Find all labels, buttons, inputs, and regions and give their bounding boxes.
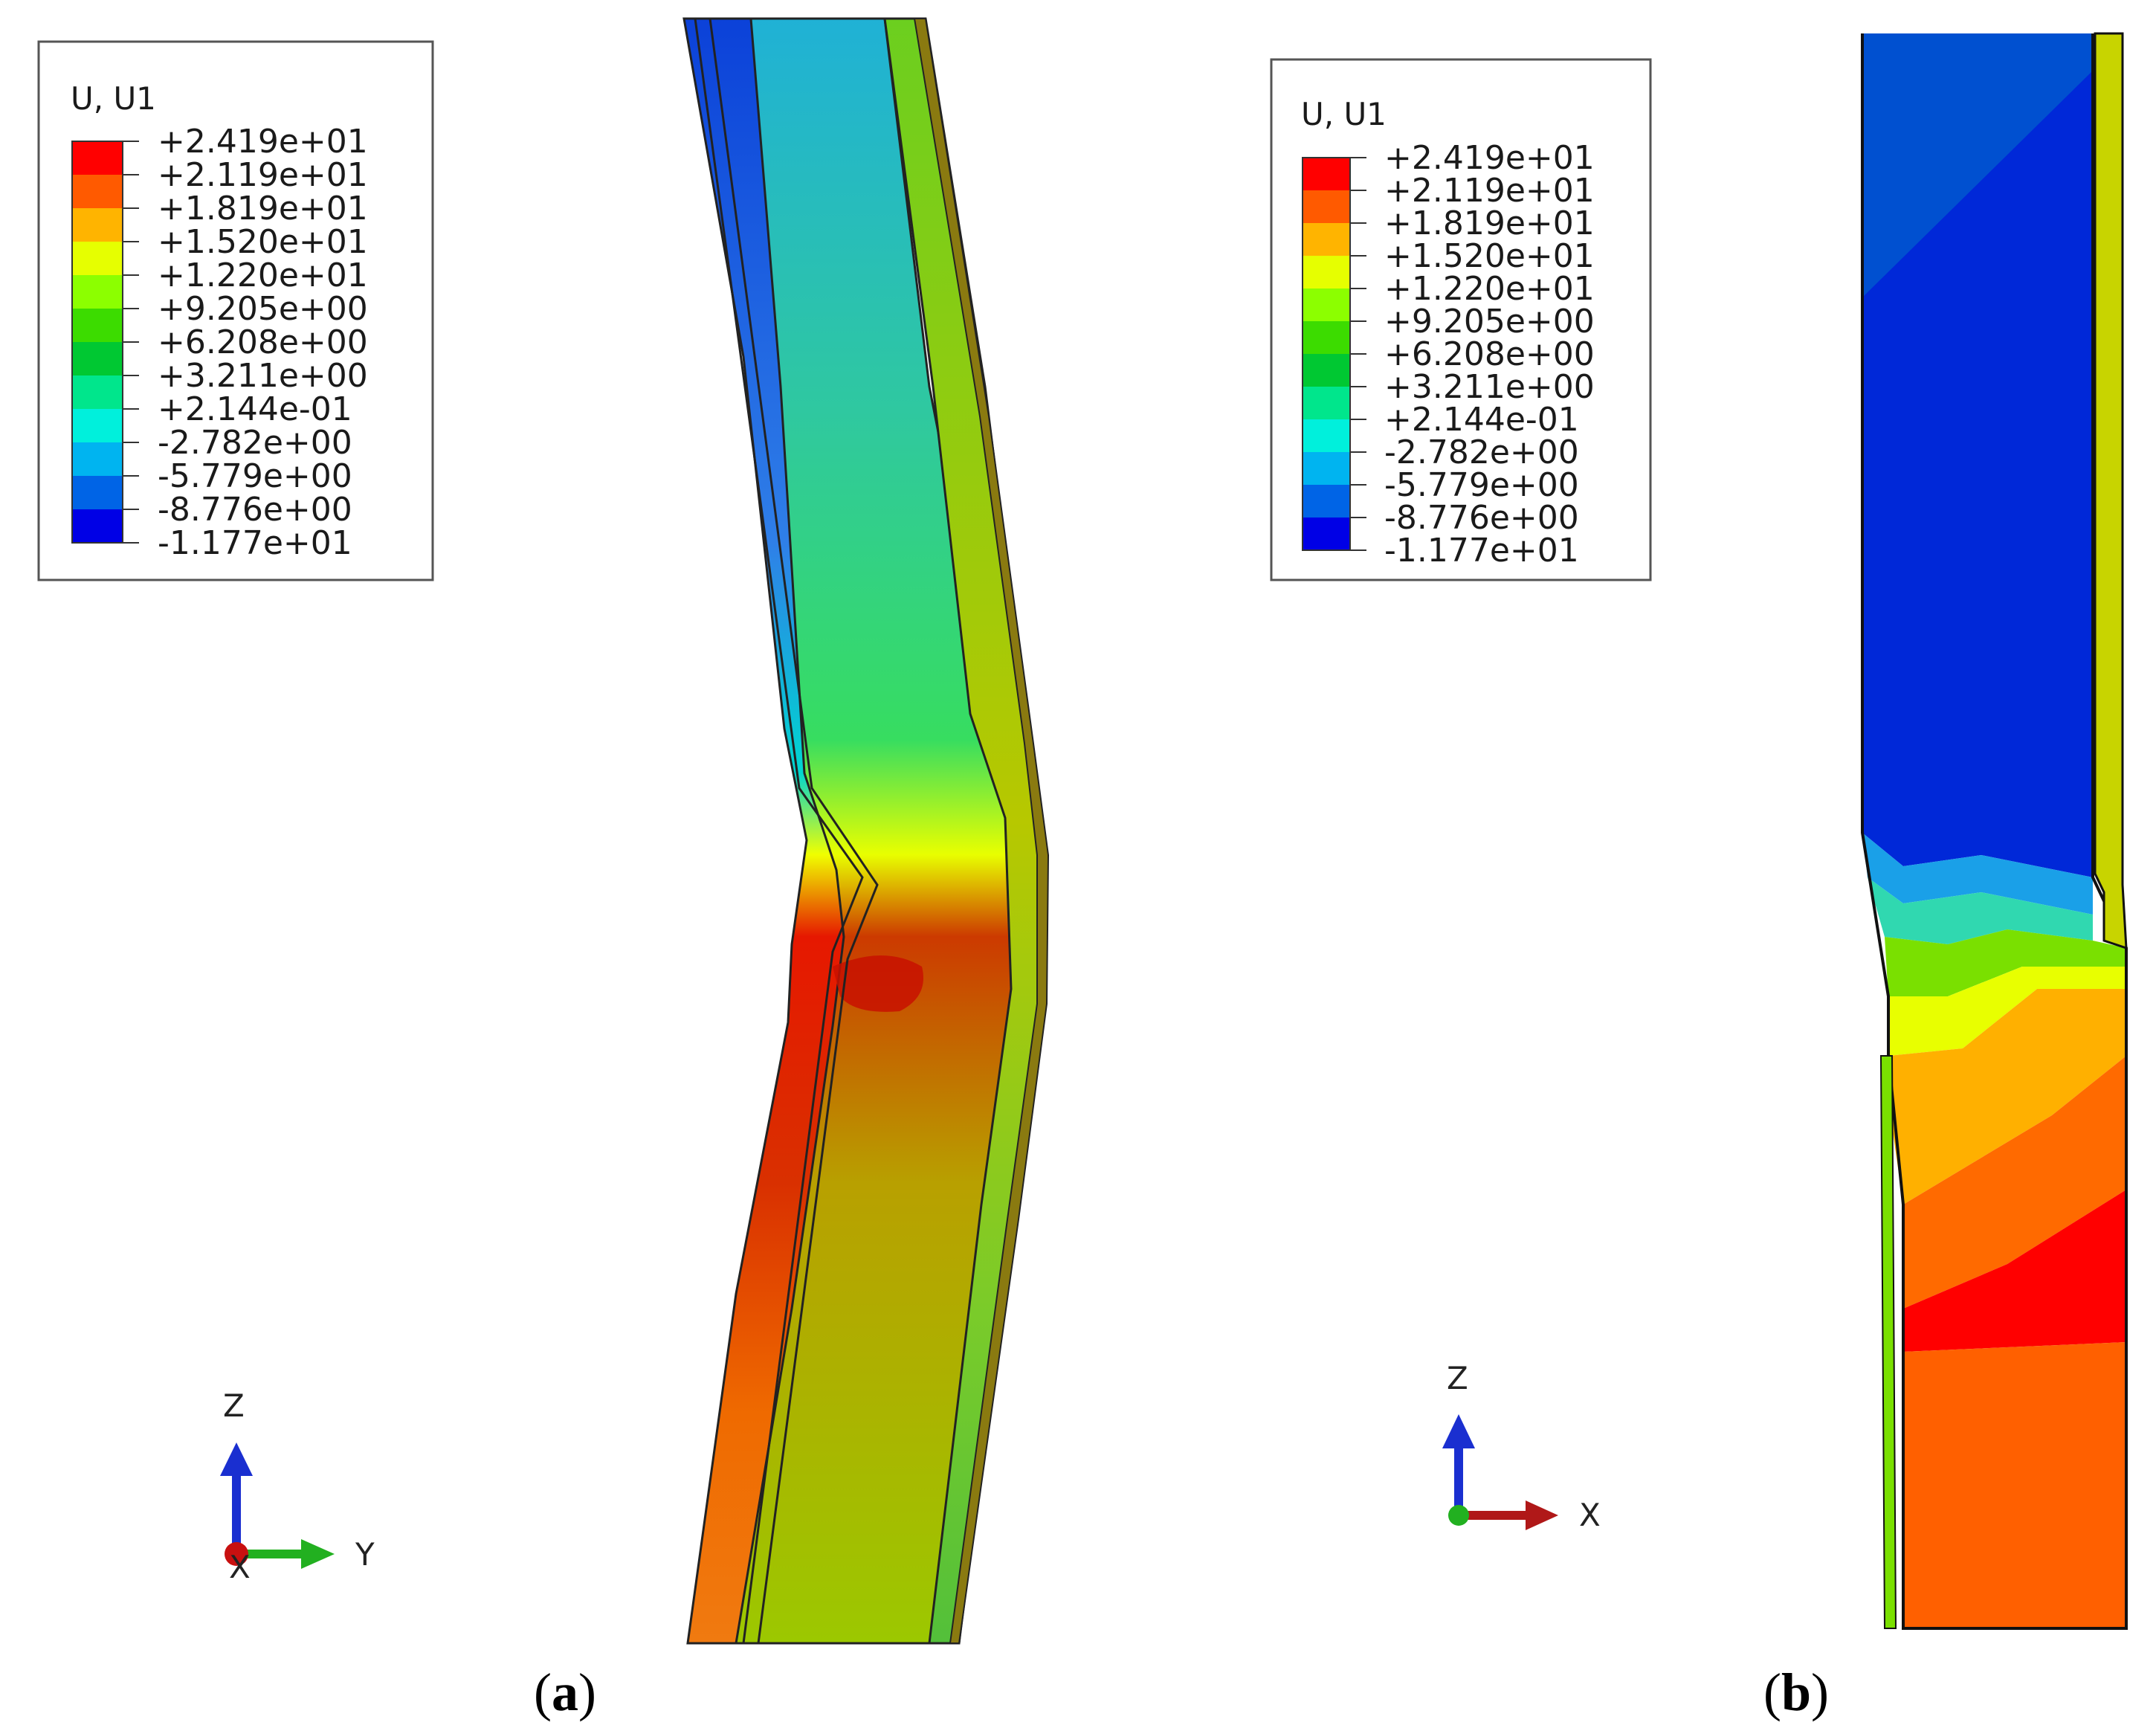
y-axis-dot [1448, 1505, 1469, 1526]
legend-b: U, U1 +2.419e+01+2.119e+01+1.819e+01+1.5… [1270, 58, 1652, 581]
legend-swatch [72, 409, 123, 442]
legend-labels: +2.419e+01+2.119e+01+1.819e+01+1.520e+01… [123, 123, 368, 562]
legend-value: +2.119e+01 [158, 156, 368, 194]
legend-swatch [1303, 387, 1350, 419]
legend-value: +1.520e+01 [1384, 237, 1595, 275]
legend-value: -1.177e+01 [158, 524, 352, 562]
legend-labels: +2.419e+01+2.119e+01+1.819e+01+1.520e+01… [1350, 139, 1595, 570]
legend-swatch [1303, 485, 1350, 518]
triad-label-right: Y [355, 1536, 375, 1573]
legend-swatch [1303, 158, 1350, 190]
legend-value: +2.419e+01 [1384, 139, 1595, 177]
legend-swatch [72, 175, 123, 208]
legend-value: +2.144e-01 [158, 390, 352, 428]
legend-value: +2.144e-01 [1384, 401, 1579, 439]
legend-value: -8.776e+00 [158, 491, 352, 529]
legend-value: +2.119e+01 [1384, 172, 1595, 210]
legend-swatch [1303, 256, 1350, 288]
legend-swatches [1302, 157, 1351, 551]
legend-value: -5.779e+00 [158, 457, 352, 495]
legend-swatch [1303, 288, 1350, 321]
legend-value: +6.208e+00 [158, 323, 368, 361]
legend-swatch [72, 375, 123, 409]
axis-triad-a: Z Y X [220, 1387, 375, 1585]
contour-plot-b [1861, 32, 2128, 1630]
legend-value: +1.220e+01 [1384, 270, 1595, 308]
legend-title: U, U1 [71, 80, 156, 117]
legend-a: U, U1 +2.419e+01+2.119e+01+1.819e+01+1.5… [37, 40, 434, 581]
legend-value: +1.220e+01 [158, 257, 368, 294]
legend-swatch [1303, 354, 1350, 387]
triad-label-right: X [1579, 1497, 1601, 1533]
contour-plot-a [682, 17, 1050, 1645]
legend-swatch [1303, 518, 1350, 550]
legend-swatch [72, 509, 123, 543]
legend-value: +2.419e+01 [158, 123, 368, 161]
legend-value: -8.776e+00 [1384, 499, 1579, 537]
legend-value: +3.211e+00 [158, 357, 368, 395]
legend-swatch [72, 442, 123, 476]
x-axis-dot [225, 1542, 248, 1566]
legend-swatch [72, 275, 123, 309]
legend-value: +1.819e+01 [1384, 204, 1595, 242]
legend-value: +9.205e+00 [158, 290, 368, 328]
legend-swatch [72, 208, 123, 242]
legend-value: -5.779e+00 [1384, 466, 1579, 504]
legend-swatch [1303, 190, 1350, 223]
panel-label-b: (b) [1763, 1663, 1829, 1722]
legend-swatch [72, 476, 123, 509]
legend-value: +3.211e+00 [1384, 368, 1595, 406]
panel-b: U, U1 +2.419e+01+2.119e+01+1.819e+01+1.5… [1270, 32, 2128, 1722]
legend-value: +9.205e+00 [1384, 303, 1595, 341]
legend-value: -2.782e+00 [1384, 433, 1579, 471]
legend-swatch [72, 242, 123, 275]
legend-swatches [71, 141, 123, 544]
legend-swatch [1303, 452, 1350, 485]
triad-label-out: X [229, 1549, 251, 1585]
legend-swatch [1303, 321, 1350, 354]
legend-swatch [72, 141, 123, 175]
legend-value: +1.819e+01 [158, 190, 368, 228]
legend-value: -1.177e+01 [1384, 532, 1579, 570]
panel-label-a: (a) [534, 1663, 596, 1722]
legend-swatch [72, 342, 123, 375]
triad-label-up: Z [1447, 1360, 1468, 1396]
triad-label-up: Z [223, 1387, 245, 1424]
legend-value: +6.208e+00 [1384, 335, 1595, 373]
legend-swatch [72, 309, 123, 342]
legend-swatch [1303, 223, 1350, 256]
axis-triad-b: Z X [1442, 1360, 1601, 1533]
panel-a: U, U1 +2.419e+01+2.119e+01+1.819e+01+1.5… [37, 17, 1050, 1722]
legend-value: +1.520e+01 [158, 223, 368, 261]
legend-swatch [1303, 419, 1350, 452]
legend-value: -2.782e+00 [158, 424, 352, 462]
legend-title: U, U1 [1301, 96, 1387, 132]
